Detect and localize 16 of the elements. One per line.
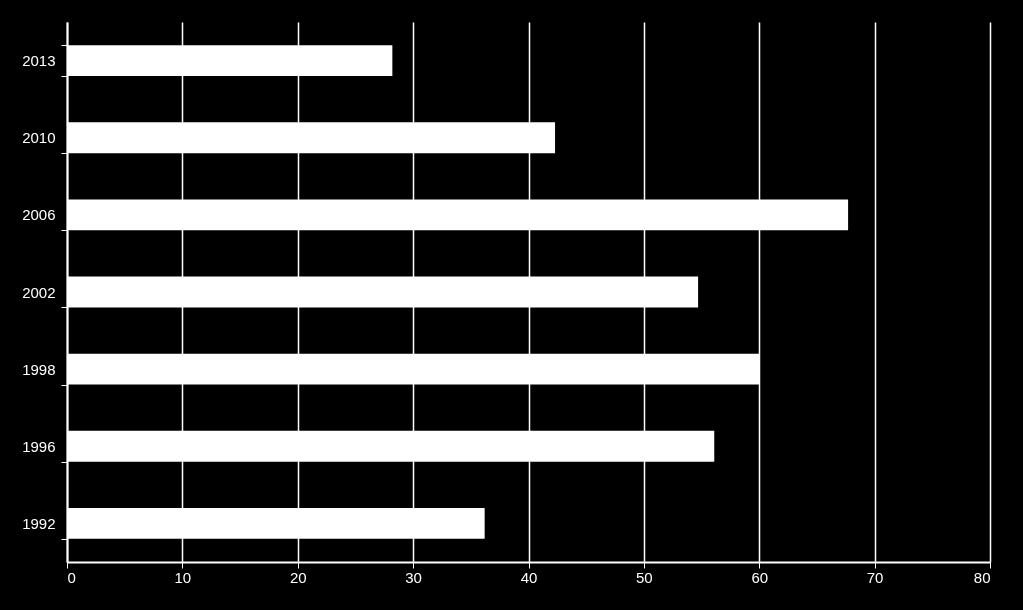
x-tick-label: 30 [405, 568, 422, 586]
y-tick-label: 1998 [22, 360, 56, 378]
y-tick-label: 2013 [22, 52, 56, 70]
x-tick-label: 50 [636, 568, 653, 586]
x-tick-label: 40 [520, 568, 538, 586]
y-tick-label: 2006 [22, 206, 56, 224]
x-tick-label: 10 [174, 568, 192, 586]
x-tick-label: 0 [67, 568, 76, 586]
x-tick-label: 20 [289, 568, 307, 586]
y-tick-label: 1996 [22, 437, 56, 455]
x-tick-label: 80 [973, 568, 991, 586]
x-tick-label: 70 [866, 568, 884, 586]
y-tick-label: 2010 [22, 129, 56, 147]
y-tick-label: 1992 [22, 514, 56, 532]
y-tick-label: 2002 [22, 283, 56, 301]
x-tick-label: 60 [751, 568, 769, 586]
